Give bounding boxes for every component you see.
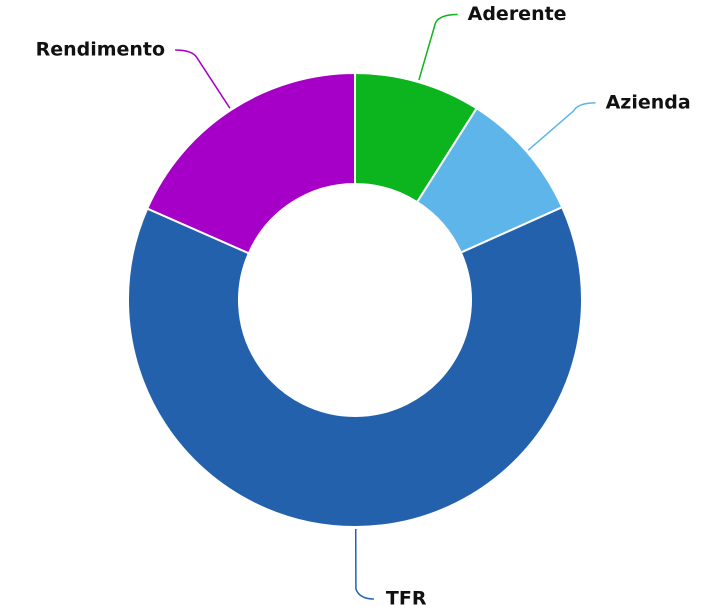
slice-label: Azienda xyxy=(606,91,691,113)
leader-line xyxy=(527,102,596,151)
leader-line xyxy=(175,49,231,109)
donut-slice xyxy=(127,205,583,528)
slice-label: Aderente xyxy=(468,3,567,25)
leader-line xyxy=(354,528,374,600)
slice-label: Rendimento xyxy=(36,38,166,60)
donut-slice xyxy=(145,71,356,255)
slice-label: TFR xyxy=(386,587,427,609)
leader-line xyxy=(418,13,458,81)
